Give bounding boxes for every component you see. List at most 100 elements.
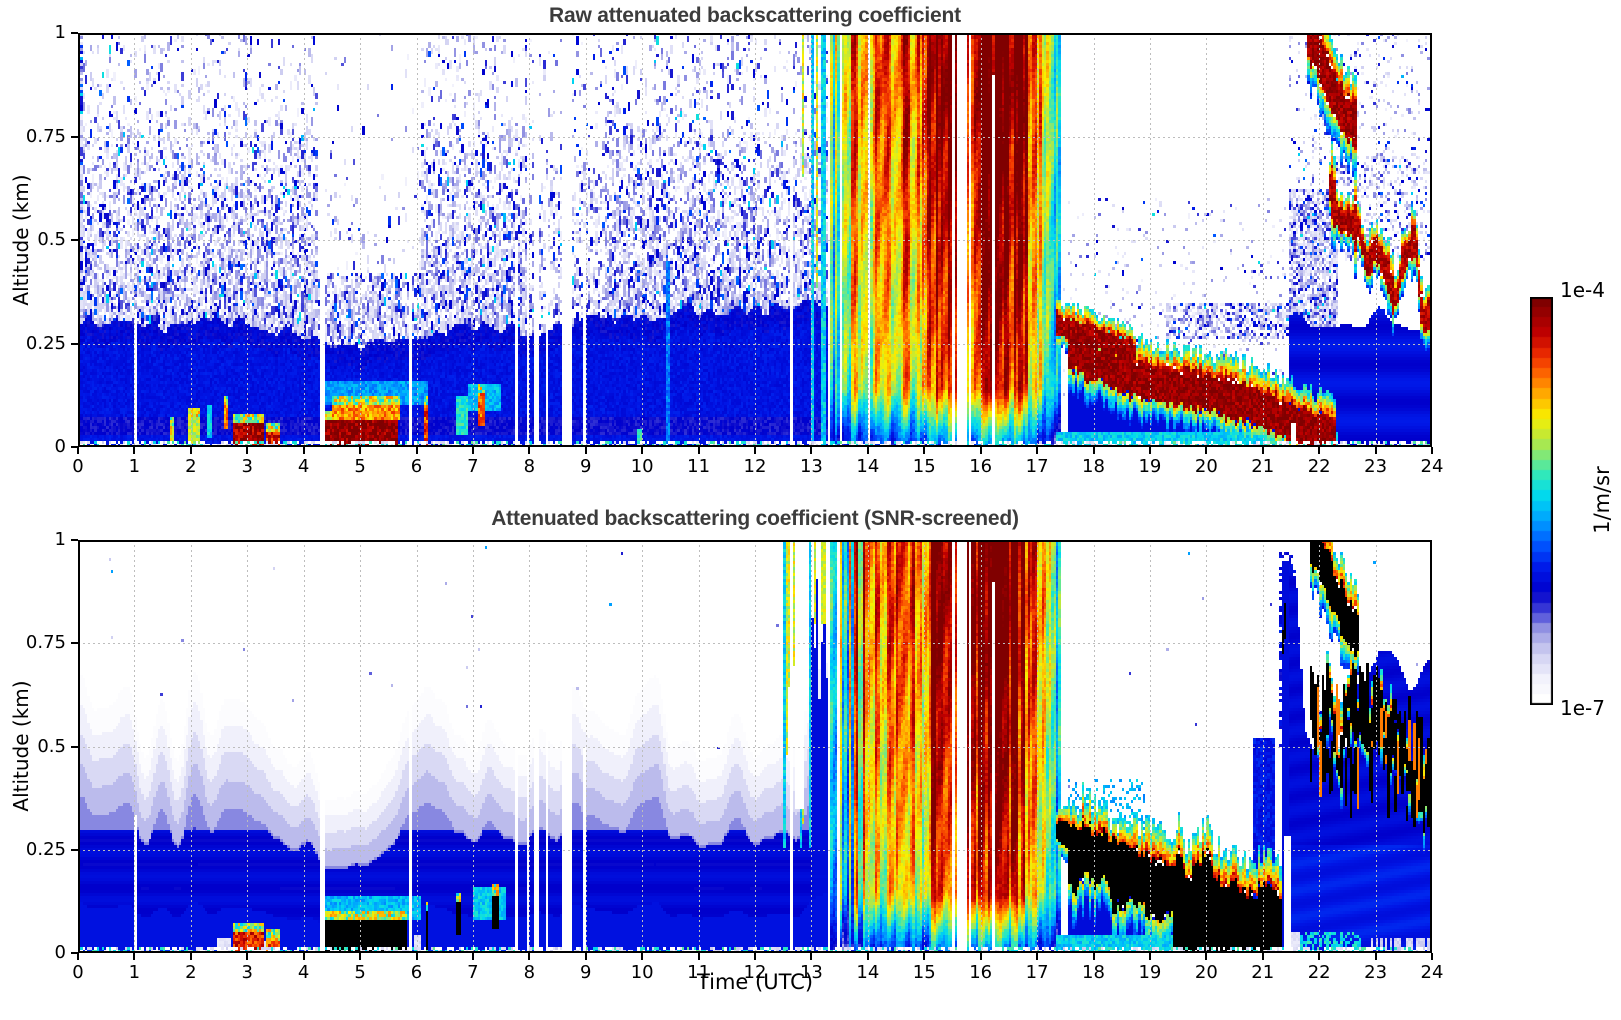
y-tick-label: 0.5 xyxy=(37,229,66,250)
x-tick xyxy=(302,447,305,454)
x-tick xyxy=(1374,447,1377,454)
x-tick-label: 14 xyxy=(856,962,880,983)
x-tick-label: 1 xyxy=(128,456,141,477)
x-tick-label: 23 xyxy=(1364,456,1388,477)
x-tick-label: 4 xyxy=(297,962,310,983)
x-tick xyxy=(1431,953,1433,960)
x-tick-label: 2 xyxy=(185,962,197,983)
x-tick xyxy=(133,953,136,960)
x-tick-label: 0 xyxy=(72,962,84,983)
x-tick xyxy=(754,447,756,454)
x-tick-label: 8 xyxy=(523,962,536,983)
y-tick xyxy=(71,342,78,345)
x-tick xyxy=(189,447,192,454)
x-tick-label: 13 xyxy=(799,962,823,983)
x-tick xyxy=(1148,447,1151,454)
x-tick xyxy=(1261,953,1264,960)
x-tick xyxy=(528,953,531,960)
x-tick xyxy=(1092,953,1095,960)
x-tick xyxy=(415,953,418,960)
x-tick xyxy=(77,953,79,960)
x-tick-label: 24 xyxy=(1420,456,1444,477)
x-tick-label: 5 xyxy=(354,456,366,477)
x-tick-label: 5 xyxy=(354,962,366,983)
x-tick-label: 0 xyxy=(72,456,84,477)
y-tick-label: 0 xyxy=(54,942,66,963)
x-tick xyxy=(923,953,926,960)
y-tick-label: 1 xyxy=(54,22,66,43)
x-tick-label: 1 xyxy=(128,962,141,983)
x-tick-label: 9 xyxy=(580,456,592,477)
panel2-heatmap xyxy=(78,540,1432,953)
y-tick-label: 0.5 xyxy=(37,735,66,757)
x-tick xyxy=(415,447,418,454)
x-tick-label: 9 xyxy=(580,962,592,983)
x-tick xyxy=(1261,447,1264,454)
x-tick-label: 22 xyxy=(1307,456,1331,477)
x-tick-label: 20 xyxy=(1194,456,1218,477)
y-tick-label: 1 xyxy=(54,529,66,550)
x-tick xyxy=(979,953,982,960)
y-tick xyxy=(71,239,78,241)
x-tick-label: 6 xyxy=(410,456,423,477)
x-tick-label: 12 xyxy=(743,962,767,983)
colorbar-max-label: 1e-4 xyxy=(1560,278,1605,302)
x-tick xyxy=(471,953,474,960)
x-tick xyxy=(754,953,756,960)
x-tick-label: 21 xyxy=(1251,456,1275,477)
x-tick xyxy=(923,447,926,454)
x-tick-label: 13 xyxy=(799,456,823,477)
x-tick xyxy=(528,447,531,454)
y-tick xyxy=(71,848,78,851)
x-tick xyxy=(866,953,869,960)
y-tick xyxy=(71,135,78,138)
x-tick-label: 24 xyxy=(1420,962,1444,983)
y-tick xyxy=(71,446,78,448)
x-tick-label: 15 xyxy=(912,962,936,983)
x-tick xyxy=(359,447,362,454)
x-tick xyxy=(1318,953,1321,960)
x-tick-label: 4 xyxy=(297,456,310,477)
x-tick-label: 2 xyxy=(185,456,197,477)
x-tick xyxy=(246,953,249,960)
x-tick xyxy=(359,953,362,960)
x-tick xyxy=(1374,953,1377,960)
x-tick-label: 11 xyxy=(687,456,711,477)
y-tick xyxy=(71,642,78,645)
x-tick-label: 21 xyxy=(1251,962,1275,983)
x-tick-label: 6 xyxy=(410,962,423,983)
x-tick xyxy=(1205,447,1208,454)
y-tick-label: 0.25 xyxy=(25,332,66,354)
x-tick-label: 23 xyxy=(1364,962,1388,983)
x-axis-label: Time (UTC) xyxy=(696,970,814,994)
x-tick-label: 15 xyxy=(912,456,936,477)
x-tick-label: 3 xyxy=(241,456,253,477)
x-tick xyxy=(1036,447,1039,454)
x-tick-label: 17 xyxy=(1025,456,1049,477)
x-tick-label: 16 xyxy=(969,962,993,983)
x-tick xyxy=(133,447,136,454)
colorbar-min-label: 1e-7 xyxy=(1560,696,1605,720)
x-tick xyxy=(810,447,813,454)
x-tick-label: 18 xyxy=(1082,456,1105,477)
x-tick xyxy=(246,447,249,454)
colorbar-units-label: 1/m/sr xyxy=(1590,466,1614,534)
panel2-title: Attenuated backscattering coefficient (S… xyxy=(491,507,1019,530)
x-tick xyxy=(1092,447,1095,454)
x-tick xyxy=(697,953,700,960)
x-tick xyxy=(1036,953,1039,960)
colorbar xyxy=(1530,297,1553,705)
x-tick xyxy=(1205,953,1208,960)
x-tick xyxy=(1318,447,1321,454)
x-tick xyxy=(979,447,982,454)
x-tick xyxy=(697,447,700,454)
y-tick-label: 0 xyxy=(54,436,66,457)
x-tick-label: 16 xyxy=(969,456,993,477)
x-tick-label: 10 xyxy=(630,456,654,477)
x-tick-label: 7 xyxy=(467,962,479,983)
x-tick xyxy=(189,953,192,960)
x-tick-label: 7 xyxy=(467,456,479,477)
y-tick xyxy=(71,32,78,34)
x-tick xyxy=(77,447,79,454)
